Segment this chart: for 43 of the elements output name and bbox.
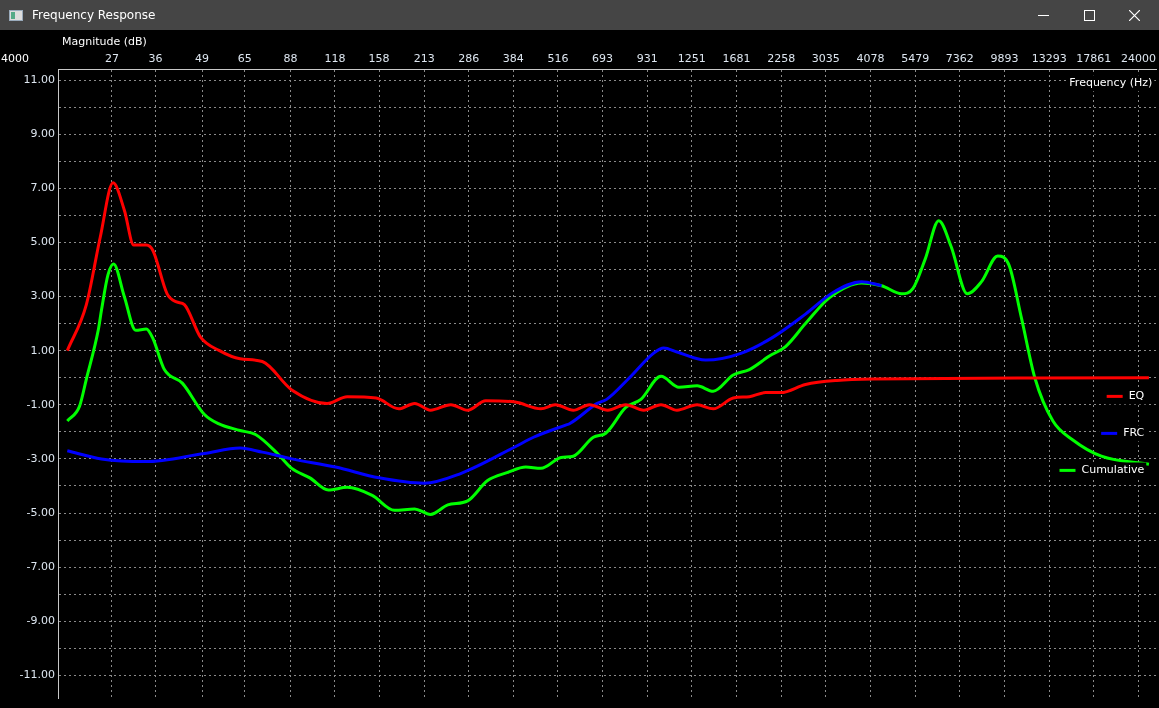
text: 4000 <box>1 51 29 65</box>
x-tick-label: 49 <box>195 52 210 66</box>
x-tick-label: 516 <box>547 52 569 66</box>
y-tick-label: 1.00 <box>30 343 55 357</box>
x-tick-label: 1681 <box>722 52 751 66</box>
legend-label: Cumulative <box>1081 463 1145 477</box>
y-tick-label: -1.00 <box>26 397 55 411</box>
y-tick-label: -11.00 <box>19 668 55 682</box>
x-tick-label: 7362 <box>945 52 974 66</box>
y-tick-label: -9.00 <box>26 614 55 628</box>
x-tick-label: 384 <box>502 52 524 66</box>
y-tick-label: 3.00 <box>30 289 55 303</box>
x-tick-label: 13293 <box>1031 52 1067 66</box>
x-tick-label: 1251 <box>677 52 706 66</box>
x-tick-label: 4078 <box>856 52 885 66</box>
x-tick-label: 118 <box>324 52 346 66</box>
y-tick-label: 11.00 <box>23 72 55 86</box>
y-tick-label: -7.00 <box>26 560 55 574</box>
x-tick-label: 3035 <box>811 52 840 66</box>
x-tick-label: 65 <box>237 52 252 66</box>
legend-label: EQ <box>1128 389 1145 403</box>
y-tick-label: -3.00 <box>26 451 55 465</box>
x-tick-label: 88 <box>283 52 298 66</box>
x-tick-label: 24000 <box>1120 52 1156 66</box>
x-tick-label: 17861 <box>1076 52 1112 66</box>
x-axis-title: Frequency (Hz) <box>1069 76 1153 90</box>
chart-title: Frequency Response <box>32 8 156 22</box>
x-tick-label: 931 <box>636 52 658 66</box>
x-tick-label: 9893 <box>990 52 1019 66</box>
y-axis-title: Magnitude (dB) <box>62 34 147 48</box>
y-tick-label: 5.00 <box>30 235 55 249</box>
y-tick-label: 9.00 <box>30 127 55 141</box>
legend-label: FRC <box>1123 426 1145 440</box>
x-tick-label: 213 <box>413 52 435 66</box>
x-tick-label: 158 <box>368 52 390 66</box>
x-tick-label: 286 <box>458 52 480 66</box>
y-tick-label: 7.00 <box>30 181 55 195</box>
x-tick-label: 27 <box>104 52 119 66</box>
y-tick-label: -5.00 <box>26 505 55 519</box>
x-tick-label: 5479 <box>901 52 930 66</box>
x-tick-label: 2258 <box>767 52 796 66</box>
x-tick-label: 36 <box>148 52 163 66</box>
x-tick-label: 693 <box>592 52 614 66</box>
